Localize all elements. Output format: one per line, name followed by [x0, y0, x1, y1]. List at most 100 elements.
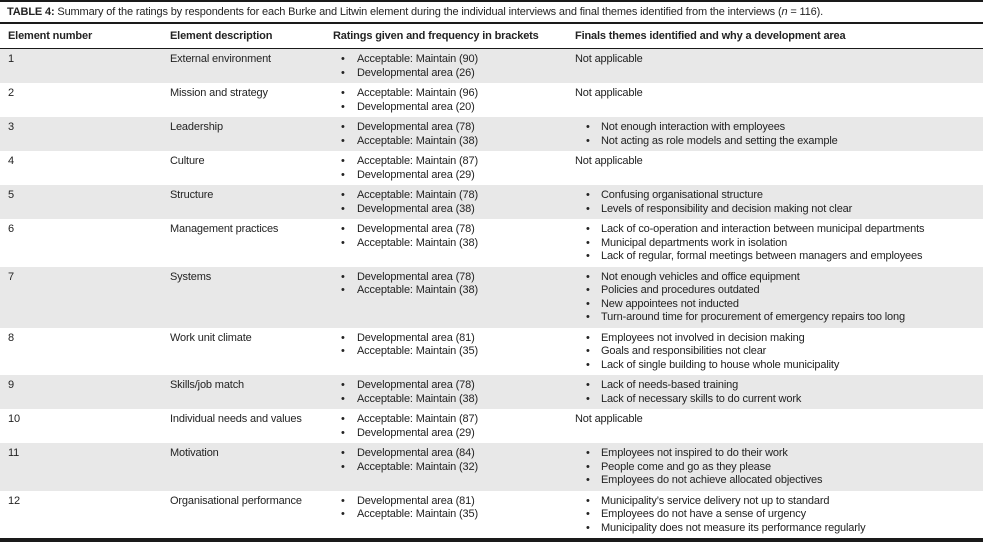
theme-item: • Lack of single building to house whole … [575, 359, 979, 373]
theme-item-label: Municipality’s service delivery not up t… [601, 494, 830, 507]
theme-item-label: Employees do not have a sense of urgency [601, 508, 806, 520]
theme-item-label: Employees not inspired to do their work [601, 447, 788, 459]
rating-item: • Developmental area (20) [333, 101, 575, 115]
theme-item-label: Not acting as role models and setting th… [601, 134, 838, 147]
element-description-cell: Work unit climate [170, 331, 252, 344]
rating-item: • Acceptable: Maintain (78) [333, 189, 575, 203]
bullet-icon: • [341, 494, 345, 507]
theme-item-label: Turn-around time for procurement of emer… [601, 311, 905, 323]
themes-cell: Not applicable [575, 53, 643, 65]
theme-item-label: Lack of regular, formal meetings between… [601, 250, 923, 262]
theme-item: • Municipal departments work in isolation [575, 237, 979, 251]
bullet-icon: • [586, 134, 590, 147]
themes-cell: Not applicable [575, 413, 643, 425]
bullet-icon: • [341, 189, 345, 201]
rating-item: • Acceptable: Maintain (90) [333, 53, 575, 67]
element-number-cell: 6 [8, 223, 14, 235]
header-ratings: Ratings given and frequency in brackets [333, 30, 539, 42]
ratings-cell: • Acceptable: Maintain (96) • Developmental… [333, 87, 575, 114]
rating-item-label: Acceptable: Maintain (38) [357, 236, 478, 249]
rating-item: • Acceptable: Maintain (87) [333, 155, 575, 169]
table-label: TABLE 4: [7, 6, 55, 18]
table-caption-suffix: = 116). [787, 6, 824, 18]
themes-cell: Not applicable [575, 155, 643, 167]
element-description-cell: Organisational performance [170, 494, 302, 507]
bullet-icon: • [341, 284, 345, 296]
rating-item: • Developmental area (29) [333, 169, 575, 183]
bullet-icon: • [586, 202, 590, 215]
theme-item: • Not enough vehicles and office equipmen… [575, 271, 979, 285]
theme-item-label: Levels of responsibility and decision ma… [601, 202, 853, 215]
rating-item: • Developmental area (78) [333, 379, 575, 393]
theme-item: • Municipality does not measure its perfo… [575, 522, 979, 536]
theme-item: • Lack of regular, formal meetings betwee… [575, 250, 979, 264]
ratings-cell: • Developmental area (78) • Acceptable: Mai… [333, 379, 575, 406]
ratings-cell: • Developmental area (78) • Acceptable: Mai… [333, 121, 575, 148]
table-row: 1 External environment • Acceptable: Mainta… [0, 49, 983, 83]
element-number-cell: 9 [8, 379, 14, 391]
theme-item-label: Policies and procedures outdated [601, 284, 760, 296]
rating-item-label: Acceptable: Maintain (96) [357, 87, 478, 99]
themes-cell: • Confusing organisational structure • Leve… [575, 189, 983, 216]
bullet-icon: • [586, 297, 590, 310]
theme-item: • Levels of responsibility and decision m… [575, 203, 979, 217]
theme-item: • Employees do not have a sense of urgenc… [575, 508, 979, 522]
rating-item: • Acceptable: Maintain (38) [333, 237, 575, 251]
table-row: 8 Work unit climate • Developmental area (8… [0, 328, 983, 376]
theme-item: • Lack of needs-based training [575, 379, 979, 393]
theme-item-label: Lack of needs-based training [601, 379, 739, 391]
themes-cell: • Employees not involved in decision maki… [575, 332, 983, 373]
themes-cell: • Lack of needs-based training • Lack of ne… [575, 379, 983, 406]
element-number-cell: 1 [8, 53, 14, 65]
theme-item-label: Not enough vehicles and office equipment [601, 270, 800, 283]
themes-cell: • Not enough interaction with employees • N… [575, 121, 983, 148]
table-row: 2 Mission and strategy • Acceptable: Mainta… [0, 83, 983, 117]
theme-item: • New appointees not inducted [575, 298, 979, 312]
bullet-icon: • [341, 53, 345, 65]
table-row: 3 Leadership • Developmental area (78) • Acce… [0, 117, 983, 151]
rating-item: • Acceptable: Maintain (32) [333, 461, 575, 475]
ratings-cell: • Developmental area (81) • Acceptable: Mai… [333, 332, 575, 373]
table-caption-text: Summary of the ratings by respondents fo… [54, 6, 782, 18]
rating-item-label: Developmental area (78) [357, 379, 475, 391]
element-number-cell: 5 [8, 189, 14, 201]
table-row: 10 Individual needs and values • Acceptable… [0, 409, 983, 443]
table-caption: TABLE 4: Summary of the ratings by respo… [0, 0, 983, 24]
header-row: Element number Element description Ratin… [0, 24, 983, 49]
bullet-icon: • [341, 331, 345, 344]
theme-item: • Not acting as role models and setting t… [575, 135, 979, 149]
theme-item-label: Confusing organisational structure [601, 189, 763, 201]
rating-item-label: Developmental area (78) [357, 270, 475, 283]
bullet-icon: • [341, 413, 345, 425]
element-description-cell: Individual needs and values [170, 413, 302, 425]
ratings-cell: • Acceptable: Maintain (90) • Developmental… [333, 53, 575, 80]
element-description-cell: Mission and strategy [170, 87, 268, 99]
themes-cell: • Employees not inspired to do their work… [575, 447, 983, 488]
bullet-icon: • [586, 189, 590, 201]
rating-item: • Developmental area (81) [333, 332, 575, 346]
theme-item: • Municipality’s service delivery not up … [575, 495, 979, 509]
ratings-cell: • Developmental area (84) • Acceptable: Mai… [333, 447, 575, 488]
rating-item: • Acceptable: Maintain (38) [333, 393, 575, 407]
header-element-description: Element description [170, 30, 273, 42]
theme-item: • Not enough interaction with employees [575, 121, 979, 135]
theme-item: • Confusing organisational structure [575, 189, 979, 203]
table-row: 6 Management practices • Developmental area… [0, 219, 983, 267]
rating-item-label: Developmental area (78) [357, 223, 475, 235]
rating-item: • Acceptable: Maintain (35) [333, 508, 575, 522]
element-number-cell: 11 [8, 447, 20, 459]
rating-item-label: Developmental area (78) [357, 121, 475, 133]
rating-item: • Developmental area (78) [333, 121, 575, 135]
rating-item-label: Acceptable: Maintain (38) [357, 392, 478, 405]
element-number-cell: 3 [8, 121, 14, 133]
bullet-icon: • [586, 460, 590, 473]
theme-item-label: Lack of single building to house whole m… [601, 358, 840, 371]
rating-item: • Developmental area (81) [333, 495, 575, 509]
rating-item-label: Acceptable: Maintain (38) [357, 284, 478, 296]
bullet-icon: • [586, 223, 590, 235]
rating-item: • Developmental area (38) [333, 203, 575, 217]
rating-item-label: Acceptable: Maintain (38) [357, 134, 478, 147]
rating-item: • Acceptable: Maintain (87) [333, 413, 575, 427]
header-element-number: Element number [8, 30, 93, 42]
rating-item-label: Acceptable: Maintain (78) [357, 189, 478, 201]
